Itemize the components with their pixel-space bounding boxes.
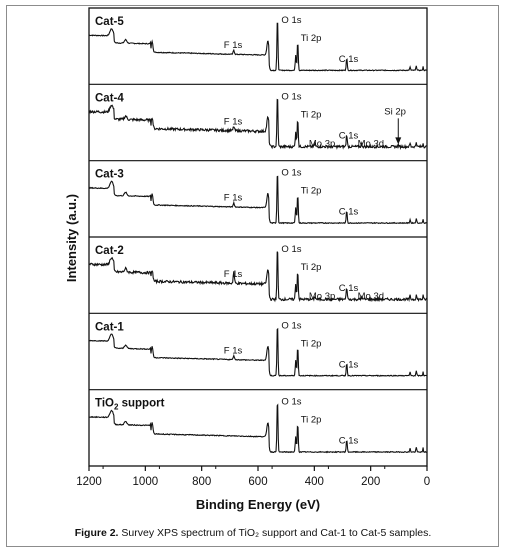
spectrum-line [89,22,428,72]
x-axis: 1200 1000 800 600 400 200 0 [76,7,430,488]
peak-label: Mo 3d [358,138,384,149]
spectrum-line [88,175,427,225]
peak-label: Si 2p [384,106,406,117]
peak-label: Ti 2p [301,109,322,120]
x-tick-label: 600 [248,476,267,488]
peak-label: F 1s [224,193,243,204]
peak-label: C 1s [339,54,359,65]
x-tick-label: 400 [305,476,324,488]
peak-label: F 1s [224,40,243,51]
peak-label: O 1s [281,91,301,102]
x-tick-label: 200 [361,476,380,488]
peak-label: Ti 2p [301,33,322,44]
panel-label: Cat-2 [95,245,124,257]
peak-label: C 1s [339,207,359,218]
panel-label: Cat-4 [95,92,124,104]
caption-prefix: Figure 2. [74,527,119,539]
peak-label: F 1s [224,116,243,127]
figure-caption: Figure 2. Survey XPS spectrum of TiO₂ su… [0,527,506,539]
peak-label: Mo 3p [309,291,335,302]
peak-label: O 1s [281,244,301,255]
peak-label: Ti 2p [301,338,322,349]
x-tick-label: 1200 [76,476,102,488]
x-tick-label: 1000 [133,476,159,488]
peak-label: F 1s [224,269,243,280]
spectrum-line [88,98,428,151]
peak-label: O 1s [281,397,301,408]
peak-label: Ti 2p [301,262,322,273]
x-tick-label: 0 [424,476,430,488]
peak-label: Mo 3p [309,138,335,149]
x-axis-label: Binding Energy (eV) [196,497,320,512]
y-axis-label: Intensity (a.u.) [64,194,79,282]
peak-label: C 1s [339,283,359,294]
peak-label: O 1s [281,15,301,26]
peak-label: O 1s [281,168,301,179]
peak-label: Ti 2p [301,186,322,197]
spectrum-line [88,251,428,303]
spectrum-line [88,327,428,378]
peak-label: Ti 2p [301,415,322,426]
panel-label: Cat-5 [95,16,124,28]
panel-label: Cat-1 [95,321,124,333]
peak-label: Mo 3d [358,291,384,302]
peak-label: C 1s [339,436,359,447]
peak-label: C 1s [339,359,359,370]
caption-text: Survey XPS spectrum of TiO₂ support and … [121,527,432,539]
peak-arrow-head [395,137,402,145]
spectrum-line [88,403,428,454]
peak-label: O 1s [281,320,301,331]
panel-label: Cat-3 [95,169,124,181]
peak-label: C 1s [339,130,359,141]
panel-label: TiO2 support [95,398,165,412]
peak-label: F 1s [224,345,243,356]
figure-frame [6,5,499,547]
x-tick-label: 800 [192,476,211,488]
